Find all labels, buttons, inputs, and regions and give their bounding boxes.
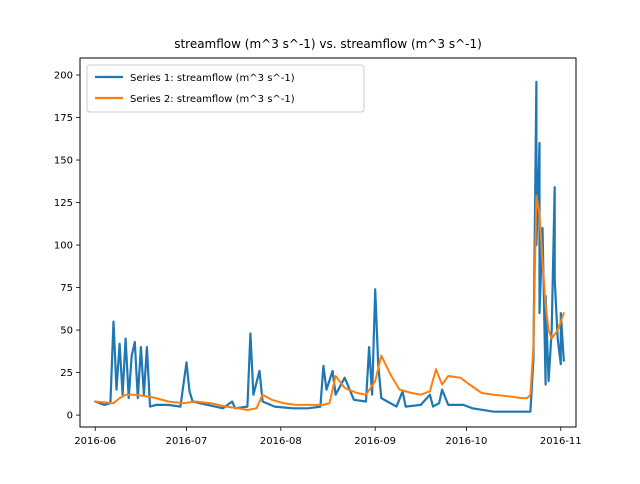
y-tick-label: 75 <box>60 283 73 294</box>
legend: Series 1: streamflow (m^3 s^-1) Series 2… <box>86 64 365 113</box>
y-tick-label: 25 <box>60 368 73 379</box>
legend-label-series-1: Series 1: streamflow (m^3 s^-1) <box>130 73 295 84</box>
y-axis: 0 25 50 75 100 125 150 175 200 <box>54 71 80 422</box>
y-tick-label: 125 <box>54 198 73 209</box>
x-tick-label: 2016-09 <box>354 436 396 447</box>
axes-frame <box>79 57 577 428</box>
y-tick-label: 100 <box>54 241 73 252</box>
x-tick-label: 2016-11 <box>540 436 582 447</box>
series-1-line <box>94 80 565 413</box>
y-tick-label: 0 <box>67 411 73 422</box>
y-tick-label: 175 <box>54 113 73 124</box>
x-tick-label: 2016-08 <box>260 436 302 447</box>
y-tick-label: 200 <box>54 71 73 82</box>
chart-title: streamflow (m^3 s^-1) vs. streamflow (m^… <box>174 37 482 51</box>
legend-box <box>86 64 365 113</box>
plot-area <box>94 80 565 413</box>
x-axis: 2016-06 2016-07 2016-08 2016-09 2016-10 2016-… <box>74 427 582 447</box>
x-tick-label: 2016-07 <box>166 436 208 447</box>
x-tick-label: 2016-10 <box>446 436 488 447</box>
y-tick-label: 150 <box>54 156 73 167</box>
x-tick-label: 2016-06 <box>74 436 116 447</box>
legend-label-series-2: Series 2: streamflow (m^3 s^-1) <box>130 94 295 105</box>
series-2-line <box>94 194 565 411</box>
y-tick-label: 50 <box>60 326 73 337</box>
